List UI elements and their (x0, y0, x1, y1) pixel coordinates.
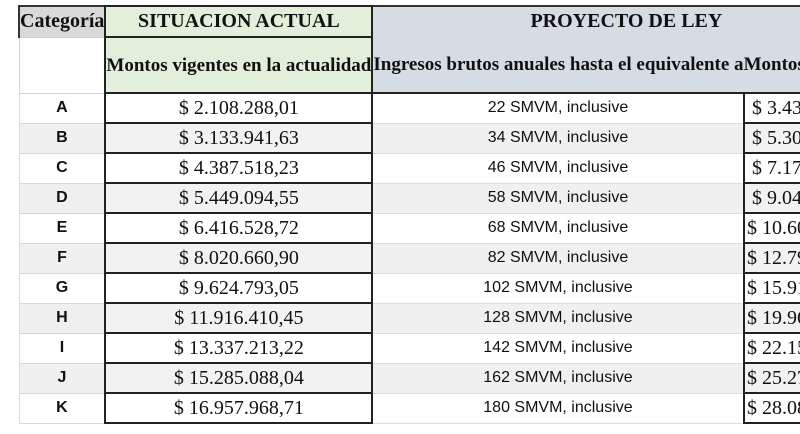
cell-monto-proyecto: $ 25.272.000,00 (742, 362, 800, 394)
cell-monto-proyecto: $ 12.792.000,00 (742, 242, 800, 274)
cell-categoria: C (18, 152, 107, 184)
header-montos-proyecto: Montos proyecto (743, 37, 800, 94)
cell-monto-vigente: $ 3.133.941,63 (104, 122, 374, 154)
cell-monto-proyecto: $ 9.048.000,00 (742, 182, 800, 214)
cell-monto-vigente: $ 4.387.518,23 (104, 152, 374, 184)
cell-monto-proyecto: $ 10.608.000,00 (742, 212, 800, 244)
header-proyecto-de-ley: PROYECTO DE LEY (372, 5, 800, 38)
cell-monto-vigente: $ 9.624.793,05 (104, 272, 374, 304)
header-categoria-blank (18, 37, 107, 94)
cell-categoria: G (18, 272, 107, 304)
table-row: H $ 11.916.410,45 128 SMVM, inclusive $ … (18, 302, 800, 334)
cell-categoria: F (18, 242, 107, 274)
header-ingresos-brutos: Ingresos brutos anuales hasta el equival… (372, 37, 744, 94)
cell-ingresos: 142 SMVM, inclusive (371, 332, 745, 364)
table-row: E $ 6.416.528,72 68 SMVM, inclusive $ 10… (18, 212, 800, 244)
table-row: C $ 4.387.518,23 46 SMVM, inclusive $ 7.… (18, 152, 800, 184)
cell-ingresos: 68 SMVM, inclusive (371, 212, 745, 244)
cell-categoria: H (18, 302, 107, 334)
cell-ingresos: 46 SMVM, inclusive (371, 152, 745, 184)
cell-ingresos: 22 SMVM, inclusive (371, 92, 745, 124)
header-categoria: Categoría (17, 5, 107, 38)
table-row: F $ 8.020.660,90 82 SMVM, inclusive $ 12… (18, 242, 800, 274)
table-row: I $ 13.337.213,22 142 SMVM, inclusive $ … (18, 332, 800, 364)
cell-ingresos: 180 SMVM, inclusive (371, 392, 745, 424)
cell-monto-proyecto: $ 3.432.000,00 (742, 92, 800, 124)
cell-monto-proyecto: $ 28.080.000,00 (742, 392, 800, 424)
cell-monto-vigente: $ 2.108.288,01 (104, 92, 374, 124)
cell-monto-vigente: $ 8.020.660,90 (104, 242, 374, 274)
cell-monto-vigente: $ 16.957.968,71 (104, 392, 374, 424)
header-situacion-actual: SITUACION ACTUAL (104, 5, 374, 38)
cell-ingresos: 102 SMVM, inclusive (371, 272, 745, 304)
cell-categoria: D (18, 182, 107, 214)
table-row: K $ 16.957.968,71 180 SMVM, inclusive $ … (18, 392, 800, 424)
header-row-columns: Montos vigentes en la actualidad Ingreso… (18, 36, 800, 94)
table-row: J $ 15.285.088,04 162 SMVM, inclusive $ … (18, 362, 800, 394)
cell-categoria: I (18, 332, 107, 364)
cell-monto-proyecto: $ 7.176.000,00 (742, 152, 800, 184)
cell-monto-vigente: $ 15.285.088,04 (104, 362, 374, 394)
table-row: D $ 5.449.094,55 58 SMVM, inclusive $ 9.… (18, 182, 800, 214)
categories-comparison-table: Categoría SITUACION ACTUAL PROYECTO DE L… (17, 5, 800, 424)
cell-ingresos: 34 SMVM, inclusive (371, 122, 745, 154)
cell-ingresos: 128 SMVM, inclusive (371, 302, 745, 334)
table-row: G $ 9.624.793,05 102 SMVM, inclusive $ 1… (18, 272, 800, 304)
cell-ingresos: 58 SMVM, inclusive (371, 182, 745, 214)
header-montos-vigentes: Montos vigentes en la actualidad (104, 36, 374, 94)
cell-categoria: K (18, 392, 107, 424)
cell-monto-proyecto: $ 5.304.000,00 (742, 122, 800, 154)
header-row-groups: Categoría SITUACION ACTUAL PROYECTO DE L… (17, 5, 800, 38)
cell-monto-vigente: $ 13.337.213,22 (104, 332, 374, 364)
cell-categoria: J (18, 362, 107, 394)
cell-monto-vigente: $ 6.416.528,72 (104, 212, 374, 244)
cell-monto-vigente: $ 11.916.410,45 (104, 302, 374, 334)
cell-monto-proyecto: $ 19.968.000,00 (742, 302, 800, 334)
cell-monto-vigente: $ 5.449.094,55 (104, 182, 374, 214)
cell-monto-proyecto: $ 15.912.000,00 (742, 272, 800, 304)
cell-categoria: B (18, 122, 107, 154)
cell-monto-proyecto: $ 22.152.000,00 (742, 332, 800, 364)
cell-categoria: E (18, 212, 107, 244)
table-row: A $ 2.108.288,01 22 SMVM, inclusive $ 3.… (18, 92, 800, 124)
cell-categoria: A (18, 92, 107, 124)
cell-ingresos: 162 SMVM, inclusive (371, 362, 745, 394)
cell-ingresos: 82 SMVM, inclusive (371, 242, 745, 274)
table-row: B $ 3.133.941,63 34 SMVM, inclusive $ 5.… (18, 122, 800, 154)
